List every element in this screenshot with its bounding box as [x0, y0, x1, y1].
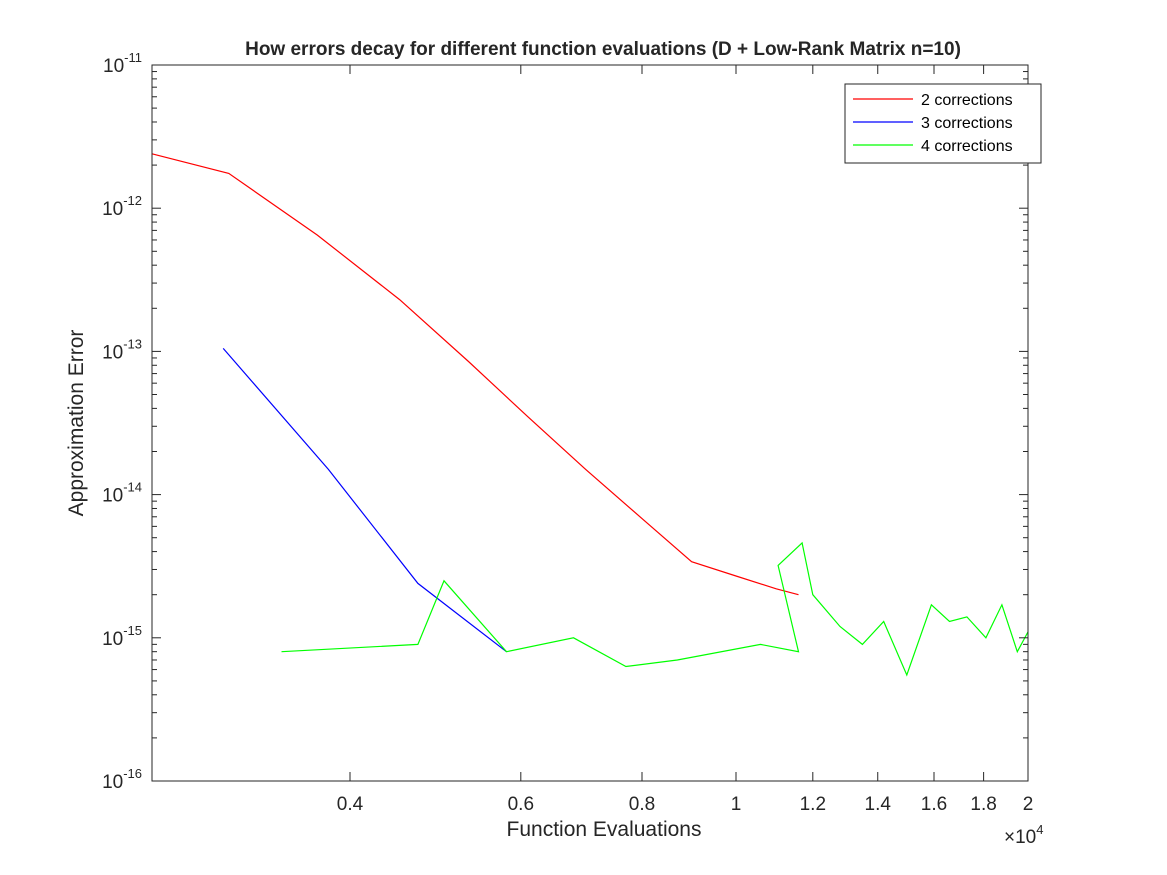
x-tick-label: 1.2 — [800, 794, 826, 815]
legend-entry-label: 2 corrections — [921, 92, 1013, 109]
x-axis-label: Function Evaluations — [507, 818, 702, 841]
x-tick-label: 0.8 — [629, 794, 655, 815]
x-tick-label: 1 — [731, 794, 742, 815]
y-tick-label: 10-12 — [102, 193, 142, 220]
y-tick-label: 10-16 — [102, 766, 142, 793]
x-tick-label: 0.6 — [508, 794, 534, 815]
y-tick-label: 10-14 — [102, 480, 142, 507]
series-line-2-corrections — [151, 153, 799, 596]
x-axis-ticks: 0.4 0.6 0.8 1 1.2 1.4 1.6 1.8 2 — [337, 65, 1034, 815]
x-tick-label: 0.4 — [337, 794, 364, 815]
x-tick-label: 1.8 — [970, 794, 996, 815]
y-tick-label: 10-13 — [102, 336, 142, 363]
series-layer — [151, 153, 1029, 677]
plot-frame — [151, 64, 1029, 782]
y-tick-label: 10-11 — [103, 50, 142, 77]
x-multiplier-base: ×10 — [1004, 827, 1036, 848]
legend-entry-label: 4 corrections — [921, 138, 1013, 155]
x-multiplier-exponent: 4 — [1036, 822, 1043, 837]
series-line-4-corrections — [281, 541, 1029, 677]
legend-entry-label: 3 corrections — [921, 115, 1013, 132]
x-tick-label: 2 — [1023, 794, 1034, 815]
x-tick-label: 1.6 — [921, 794, 947, 815]
y-tick-label: 10-15 — [102, 623, 142, 650]
chart-title: How errors decay for different function … — [245, 39, 961, 60]
series-line-3-corrections — [222, 348, 507, 653]
x-axis-multiplier: ×104 — [1004, 822, 1043, 848]
plot-area — [152, 65, 1028, 781]
x-tick-label: 1.4 — [865, 794, 892, 815]
y-axis-label: Approximation Error — [65, 330, 88, 517]
legend: 2 corrections 3 corrections 4 corrections — [844, 83, 1042, 164]
legend-box — [844, 83, 1042, 164]
